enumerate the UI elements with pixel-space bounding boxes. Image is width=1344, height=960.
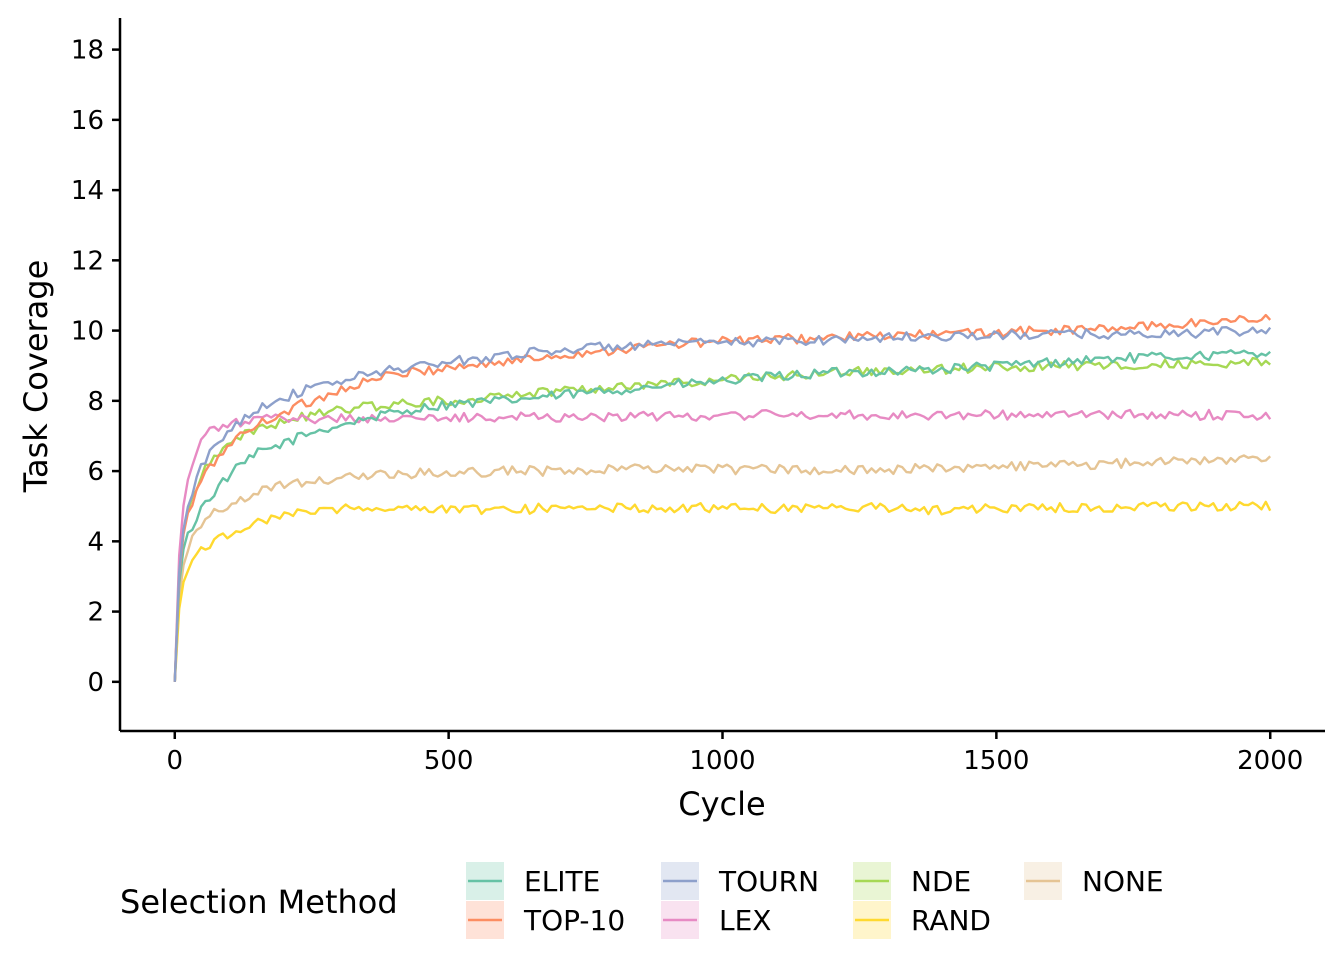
legend: Selection Method ELITE TOP-10 TOURN LEX NDE R… — [120, 862, 1164, 939]
series-line-rand — [173, 500, 1272, 682]
y-tick-label: 16 — [71, 106, 104, 136]
x-axis: 0 500 1000 1500 2000 — [120, 729, 1325, 776]
x-tick-label: 1000 — [689, 746, 755, 776]
y-axis-title: Task Coverage — [17, 260, 55, 494]
legend-label: NDE — [911, 865, 971, 898]
legend-item-lex: LEX — [661, 901, 771, 939]
legend-title: Selection Method — [120, 883, 398, 921]
y-tick-label: 2 — [87, 598, 104, 628]
x-tick-label: 2000 — [1237, 746, 1303, 776]
series-line-tourn — [173, 326, 1272, 682]
series-line-none — [173, 454, 1272, 682]
legend-item-elite: ELITE — [466, 862, 600, 900]
legend-label: NONE — [1082, 865, 1164, 898]
legend-item-rand: RAND — [853, 901, 991, 939]
y-tick-label: 8 — [87, 387, 104, 417]
y-tick-label: 14 — [71, 176, 104, 206]
legend-item-tourn: TOURN — [661, 862, 819, 900]
x-tick-label: 1500 — [963, 746, 1029, 776]
y-tick-label: 6 — [87, 457, 104, 487]
x-tick-label: 500 — [424, 746, 474, 776]
legend-item-top-10: TOP-10 — [466, 901, 625, 939]
y-tick-label: 0 — [87, 668, 104, 698]
series-line-nde — [173, 356, 1271, 682]
x-tick-label: 0 — [166, 746, 183, 776]
legend-label: RAND — [911, 904, 991, 937]
legend-item-none: NONE — [1024, 862, 1164, 900]
legend-label: ELITE — [524, 865, 600, 898]
x-axis-title: Cycle — [678, 785, 765, 823]
legend-label: TOP-10 — [523, 904, 625, 937]
plot-area — [173, 313, 1272, 682]
series-line-lex — [173, 408, 1272, 682]
series-line-top-10 — [173, 313, 1272, 682]
series-line-elite — [173, 349, 1271, 682]
legend-label: LEX — [719, 904, 771, 937]
y-axis: 0 2 4 6 8 10 12 14 16 18 — [71, 18, 122, 731]
y-tick-label: 18 — [71, 36, 104, 66]
y-tick-label: 10 — [71, 317, 104, 347]
legend-label: TOURN — [718, 865, 819, 898]
y-tick-label: 4 — [87, 527, 104, 557]
legend-item-nde: NDE — [853, 862, 971, 900]
y-tick-label: 12 — [71, 246, 104, 276]
